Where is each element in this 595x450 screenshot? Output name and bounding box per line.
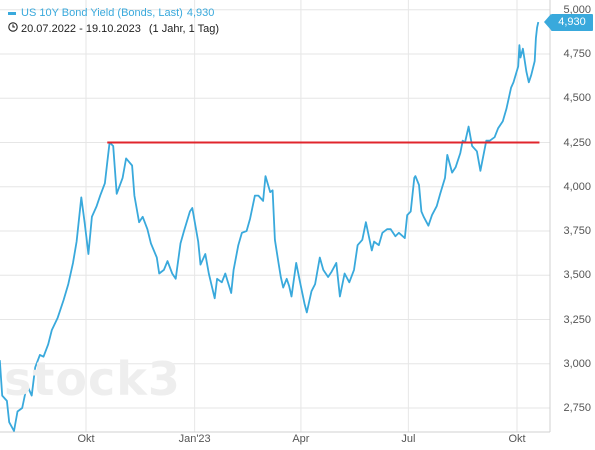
x-tick-label: Jul — [401, 433, 416, 445]
y-tick-label: 3,750 — [563, 225, 591, 237]
y-tick-label: 4,250 — [563, 136, 591, 149]
series-line-swatch — [8, 11, 16, 15]
y-tick-label: 3,000 — [563, 357, 591, 370]
stock3-watermark: stock3 — [4, 352, 181, 406]
period-interval: (1 Jahr, 1 Tag) — [148, 23, 220, 35]
period-range: 20.07.2022 - 19.10.2023 — [21, 23, 141, 35]
y-tick-label: 2,750 — [563, 402, 591, 414]
period-info: 20.07.2022 - 19.10.2023 (1 Jahr, 1 Tag) — [8, 22, 219, 36]
series-name: US 10Y Bond Yield (Bonds, Last) — [21, 7, 183, 19]
y-tick-label: 4,000 — [563, 180, 591, 193]
y-tick-label: 3,500 — [563, 269, 591, 282]
x-tick-label: Apr — [292, 433, 310, 445]
y-tick-label: 4,750 — [563, 48, 591, 60]
x-tick-label: Okt — [77, 433, 95, 445]
x-tick-label: Okt — [508, 433, 526, 445]
yield-series-line — [0, 21, 540, 432]
series-legend: US 10Y Bond Yield (Bonds, Last) 4,930 — [8, 6, 214, 20]
clock-icon — [8, 22, 18, 36]
series-last-value: 4,930 — [186, 7, 215, 19]
y-tick-label: 5,000 — [563, 3, 591, 16]
y-tick-label: 3,250 — [563, 313, 591, 326]
x-tick-label: Jan'23 — [178, 433, 211, 445]
last-value-badge: 4,930 — [544, 13, 593, 31]
y-tick-label: 4,500 — [563, 92, 591, 105]
